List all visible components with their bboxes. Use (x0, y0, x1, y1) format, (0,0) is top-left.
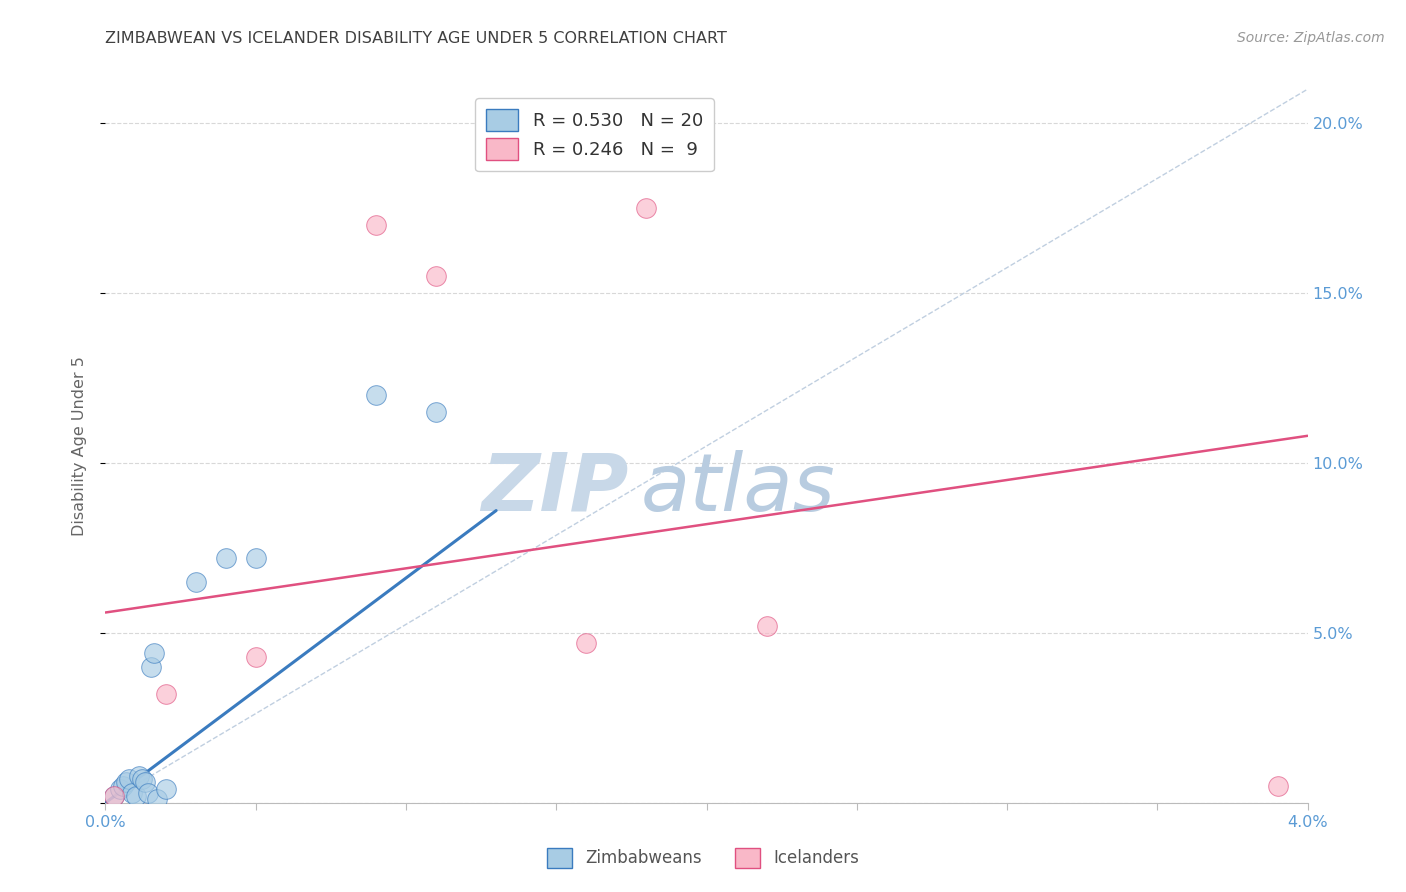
Point (112, 779, 135, 793)
Point (139, 660, 162, 674)
Point (755, 619, 778, 633)
Point (115, 775, 138, 789)
Point (142, 646, 165, 660)
Text: Source: ZipAtlas.com: Source: ZipAtlas.com (1237, 31, 1385, 45)
Point (121, 786, 143, 800)
Point (364, 388, 387, 402)
Text: atlas: atlas (640, 450, 835, 528)
Point (118, 772, 141, 786)
Point (155, 687, 177, 701)
Point (134, 775, 156, 789)
Point (214, 551, 236, 566)
Point (136, 786, 159, 800)
Legend: R = 0.530   N = 20, R = 0.246   N =  9: R = 0.530 N = 20, R = 0.246 N = 9 (475, 98, 714, 171)
Point (128, 769, 150, 783)
Point (636, 201, 658, 215)
Y-axis label: Disability Age Under 5: Disability Age Under 5 (72, 356, 87, 536)
Point (425, 405, 447, 419)
Point (425, 269, 447, 284)
Point (145, 792, 167, 806)
Point (124, 789, 146, 803)
Point (155, 782, 177, 797)
Point (103, 789, 125, 803)
Point (184, 574, 207, 589)
Point (131, 772, 153, 786)
Text: ZIP: ZIP (481, 450, 628, 528)
Point (1267, 779, 1289, 793)
Point (245, 551, 267, 566)
Legend: Zimbabweans, Icelanders: Zimbabweans, Icelanders (540, 841, 866, 875)
Point (364, 218, 387, 232)
Point (103, 789, 125, 803)
Point (575, 636, 598, 650)
Text: ZIMBABWEAN VS ICELANDER DISABILITY AGE UNDER 5 CORRELATION CHART: ZIMBABWEAN VS ICELANDER DISABILITY AGE U… (105, 31, 727, 46)
Point (110, 782, 132, 797)
Point (245, 649, 267, 664)
